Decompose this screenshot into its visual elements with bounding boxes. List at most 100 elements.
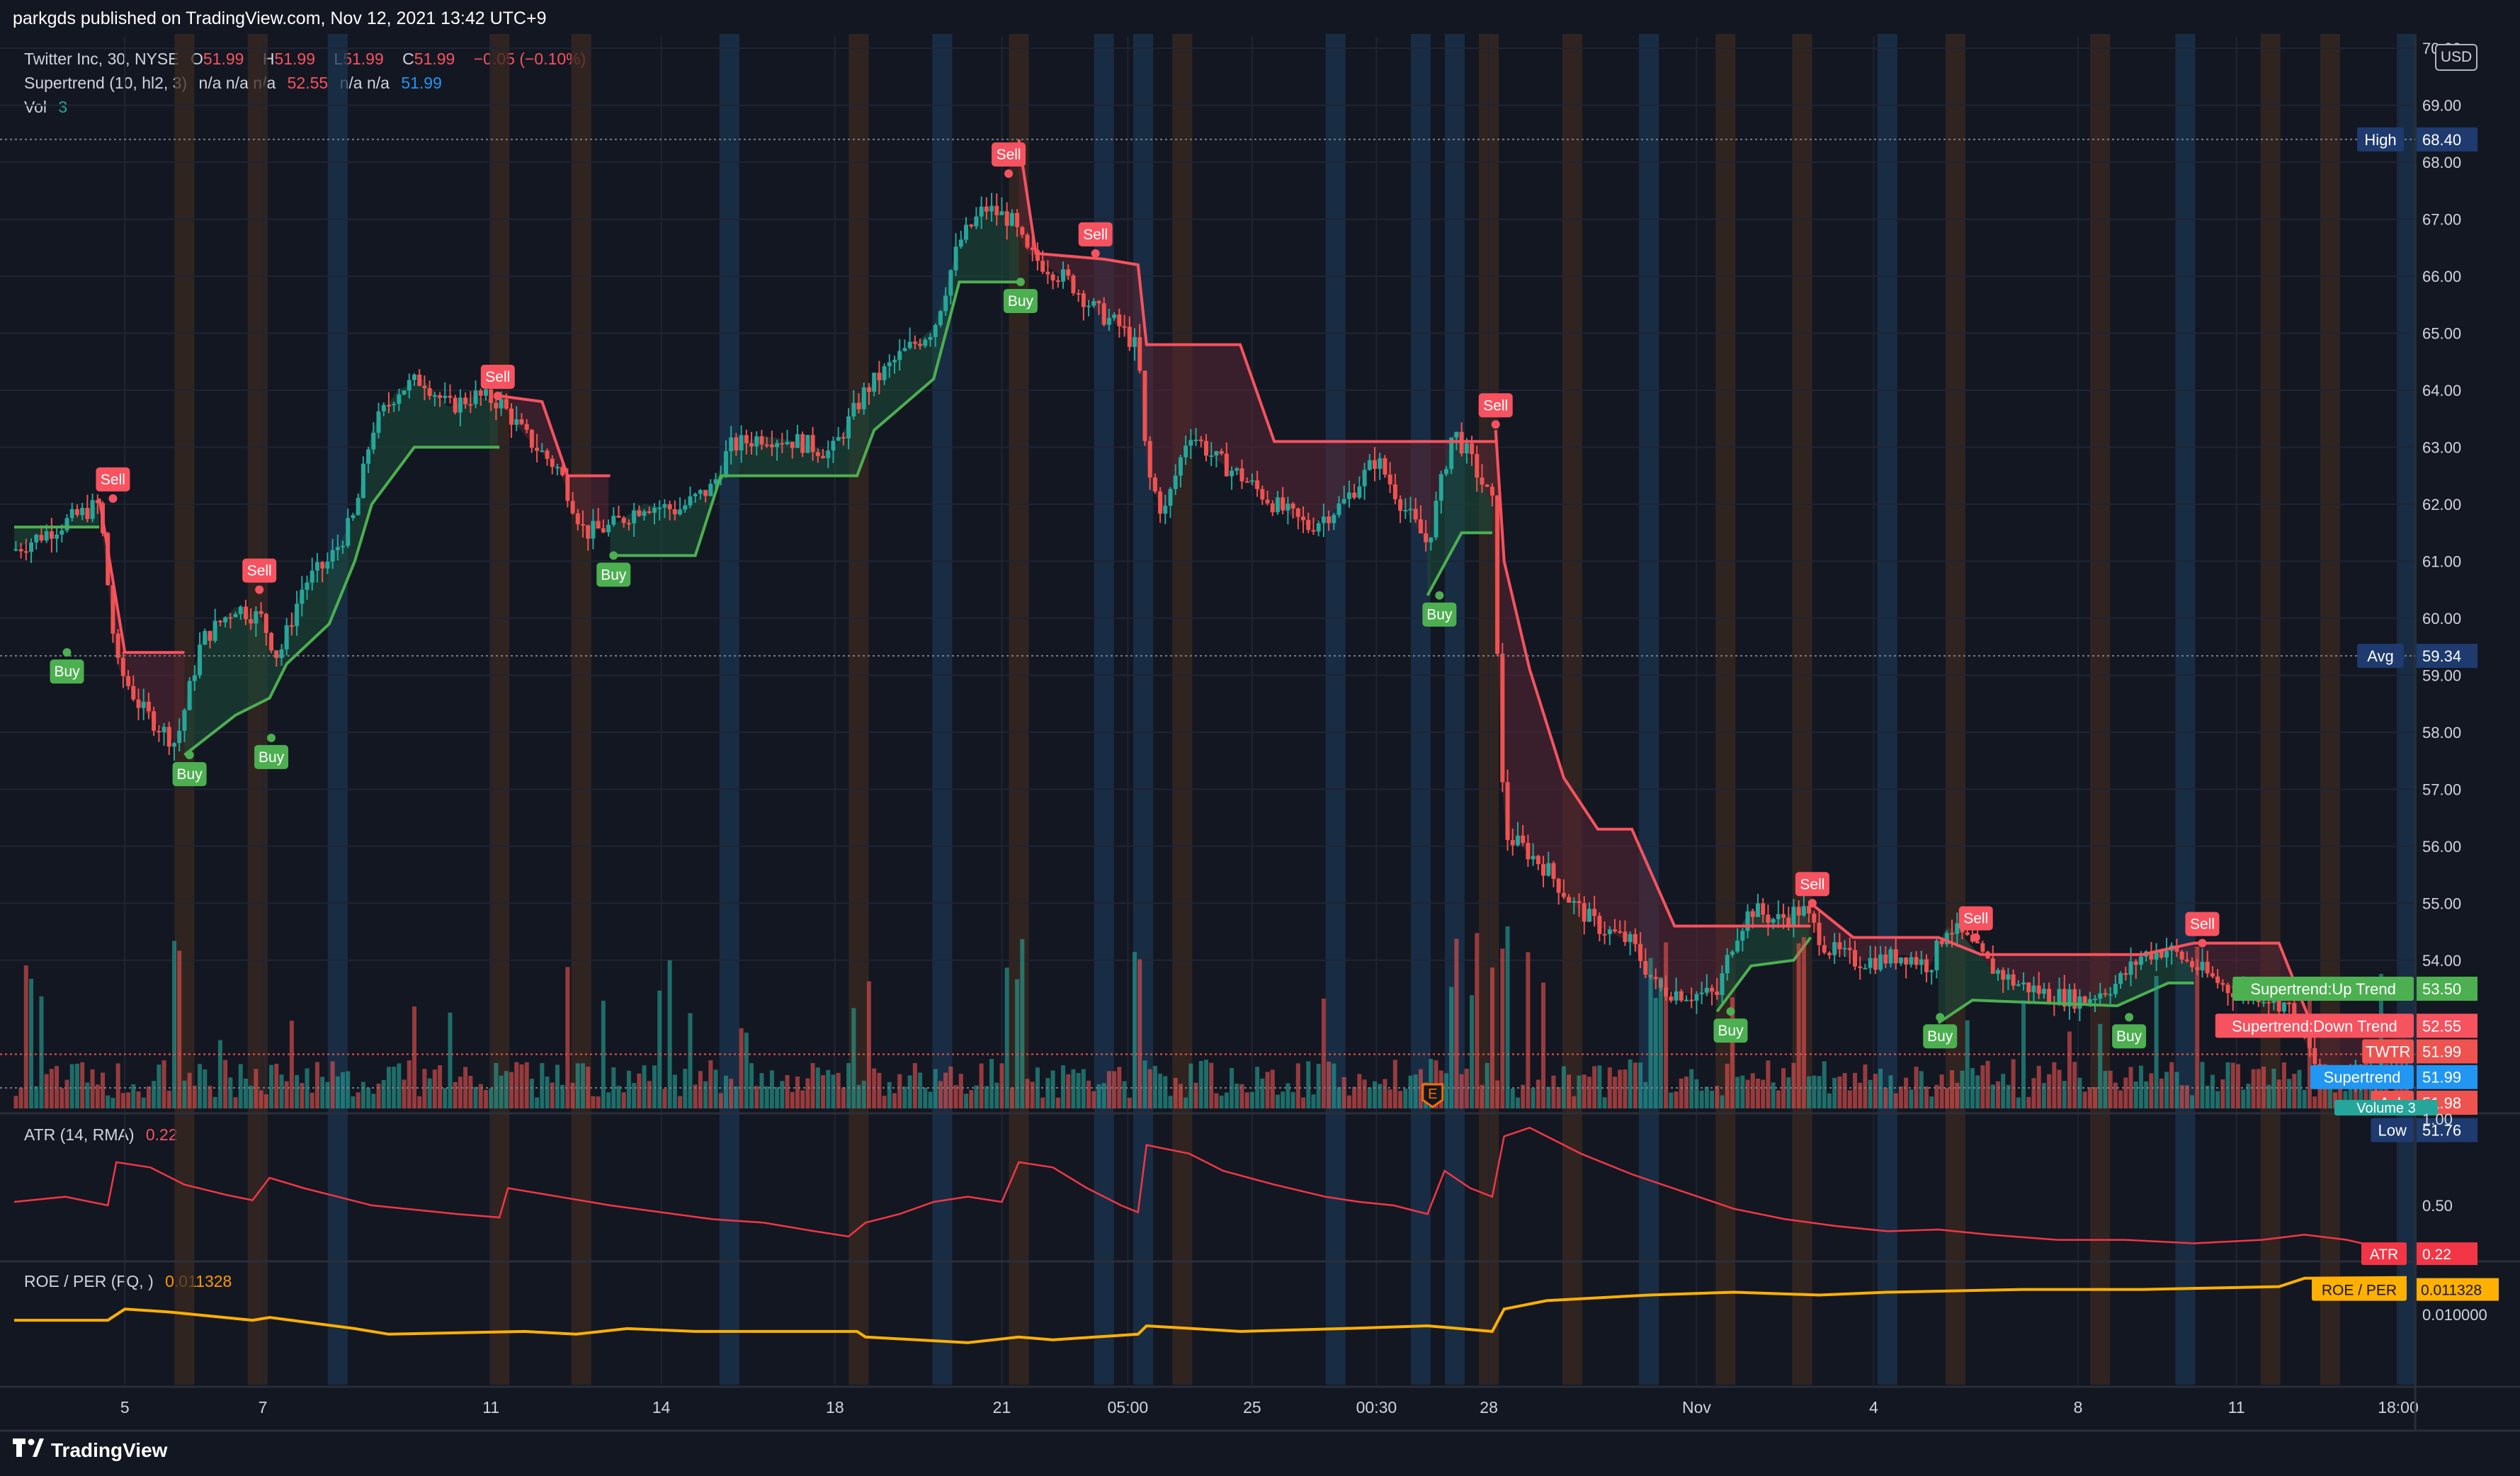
currency-button[interactable]: USD [2435, 44, 2478, 71]
volume-bar [555, 1065, 560, 1108]
volume-bar [300, 1083, 305, 1108]
candle-body [1050, 274, 1055, 280]
session-band [2090, 34, 2111, 1385]
candle [1290, 501, 1295, 519]
candle-body [2138, 956, 2143, 965]
candle-body [2200, 961, 2205, 971]
session-band [2175, 34, 2196, 1385]
candle-body [483, 389, 488, 396]
volume-bar [1106, 1071, 1111, 1108]
candle [192, 665, 197, 691]
candle-body [2174, 945, 2179, 952]
candle [1883, 946, 1888, 968]
volume-bar [1669, 1092, 1674, 1108]
candle-body [1133, 337, 1137, 347]
candle [729, 426, 734, 465]
volume-bar [1306, 1061, 1311, 1108]
sell-signal: Sell [96, 467, 130, 503]
candle-body [1556, 878, 1561, 893]
volume-bar [1020, 938, 1025, 1108]
candle [1336, 496, 1341, 518]
candle [1281, 487, 1285, 515]
volume-bar [2118, 1090, 2123, 1108]
candle [1378, 453, 1383, 480]
candle [356, 493, 361, 516]
candle-body [1387, 475, 1392, 484]
candle-body [2021, 982, 2026, 984]
volume-bar [1311, 1094, 1316, 1108]
candle-body [1699, 992, 1704, 994]
candle-body [933, 324, 938, 337]
candle-body [381, 404, 386, 411]
candle-body [1341, 499, 1346, 504]
volume-bar [698, 1071, 703, 1108]
volume-bar [1638, 1062, 1643, 1108]
candle-body [198, 645, 203, 676]
volume-bar [2123, 1077, 2128, 1108]
x-tick-label: 00:30 [1356, 1398, 1397, 1417]
volume-bar [1285, 1083, 1290, 1108]
candle-body [115, 633, 120, 658]
sell-signal: Sell [1478, 393, 1513, 429]
candle [1801, 892, 1806, 917]
candle-body [126, 676, 131, 686]
volume-bar [2159, 1078, 2164, 1108]
candle-body [963, 225, 968, 240]
volume-bar [504, 1071, 509, 1108]
candle-body [1418, 519, 1423, 533]
candle-body [289, 625, 294, 627]
candle [463, 392, 468, 409]
candle [74, 504, 79, 518]
volume-bar [2235, 1064, 2240, 1108]
candle [458, 389, 462, 426]
candle-body [1883, 954, 1888, 964]
candle [1735, 928, 1740, 954]
candle [1725, 948, 1730, 981]
candle [652, 503, 657, 525]
candle-body [1168, 489, 1173, 506]
atr-legend[interactable]: ATR (14, RMA) 0.22 [24, 1125, 185, 1145]
candle-body [545, 450, 550, 459]
candle-body [157, 730, 161, 732]
session-band [1325, 34, 1346, 1385]
candle-body [729, 437, 734, 452]
candle-body [386, 404, 391, 407]
candle [550, 455, 555, 475]
volume-bar [249, 1085, 254, 1108]
candle-body [877, 373, 882, 380]
candle-body [739, 435, 744, 450]
candle-body [800, 434, 805, 453]
candle [212, 608, 217, 643]
signal-dot [1807, 899, 1817, 908]
footer-brand[interactable]: TradingView [13, 1438, 167, 1462]
candle-body [1398, 499, 1403, 511]
candle [1740, 928, 1745, 952]
candle-body [672, 509, 677, 515]
candle [2098, 982, 2103, 1005]
candle-body [2031, 985, 2036, 993]
candle-body [872, 373, 877, 392]
candle-body [1127, 327, 1132, 347]
candle-body [866, 387, 871, 392]
candle-body [203, 630, 208, 645]
volume-bar [1888, 1075, 1893, 1108]
candle [1776, 900, 1781, 929]
candle [581, 510, 586, 538]
supertrend-up-value: 51.99 [401, 74, 442, 92]
candle-body [295, 603, 300, 627]
candle-body [989, 205, 994, 212]
volume-bar [1898, 1086, 1903, 1108]
signal-dot [1936, 1013, 1945, 1022]
candle-body [1495, 495, 1500, 654]
candle [851, 390, 856, 420]
atr-title: ATR (14, RMA) [24, 1125, 135, 1144]
candle-body [249, 619, 254, 624]
candle [157, 725, 161, 742]
candle-body [918, 344, 923, 346]
candle [223, 616, 228, 628]
volume-bar [1694, 1079, 1699, 1108]
candle [1168, 487, 1173, 518]
volume-legend[interactable]: Vol 3 [24, 98, 74, 117]
candle-body [1045, 271, 1050, 275]
